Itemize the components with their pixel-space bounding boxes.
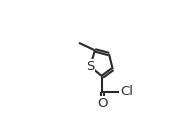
Text: S: S bbox=[86, 60, 94, 73]
Text: Cl: Cl bbox=[120, 85, 133, 98]
Text: O: O bbox=[97, 97, 108, 110]
